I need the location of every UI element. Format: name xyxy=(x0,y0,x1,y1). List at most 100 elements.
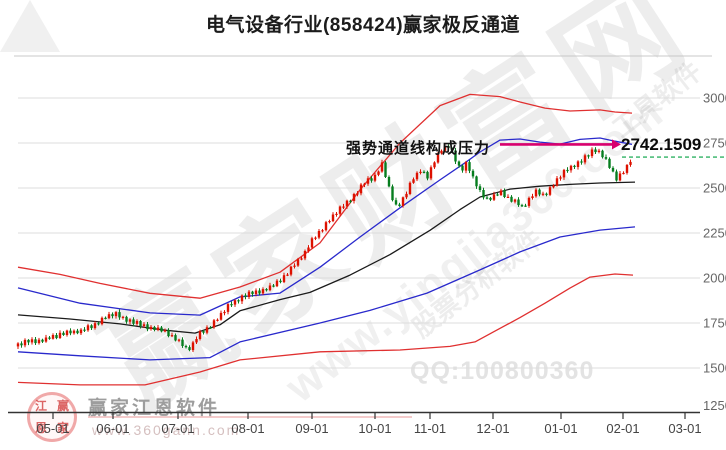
candle-body xyxy=(177,339,181,341)
y-tick-label: 1750 xyxy=(703,316,726,331)
candle-body xyxy=(429,167,433,179)
y-tick-label: 1500 xyxy=(703,361,726,376)
watermark-logo-triangle-icon xyxy=(0,0,60,52)
candle-body xyxy=(191,342,195,351)
resistance-price-label: 2742.1509 xyxy=(621,135,702,154)
candle-body xyxy=(450,148,454,151)
candle-body xyxy=(160,327,163,332)
candle-body xyxy=(468,162,471,171)
candle-body xyxy=(513,199,517,202)
candle-wick xyxy=(525,203,526,207)
candle-body xyxy=(62,332,65,335)
candle-body xyxy=(408,182,412,194)
candle-body xyxy=(608,158,611,168)
x-tick-label: 03-01 xyxy=(668,421,701,436)
candle-body xyxy=(331,214,335,222)
candle-body xyxy=(475,176,478,187)
candle-body xyxy=(366,178,370,184)
candle-body xyxy=(604,157,608,159)
candle-body xyxy=(615,171,618,181)
upper-red-channel xyxy=(17,93,633,299)
candle-body xyxy=(622,172,625,175)
candle-body xyxy=(254,290,258,295)
candle-body xyxy=(251,291,254,295)
candle-body xyxy=(496,194,499,196)
candle-body xyxy=(597,150,601,152)
candle-body xyxy=(184,346,188,348)
candle-body xyxy=(384,162,387,177)
candle-body xyxy=(373,174,377,181)
candle-body xyxy=(562,169,566,178)
candle-body xyxy=(268,285,272,291)
candle-body xyxy=(230,304,233,306)
candle-body xyxy=(212,320,216,328)
candle-body xyxy=(611,167,615,172)
candle-body xyxy=(125,316,128,322)
candle-body xyxy=(576,161,580,167)
candle-body xyxy=(478,186,482,190)
candle-body xyxy=(457,161,461,166)
candle-body xyxy=(303,251,307,259)
candle-body xyxy=(258,290,261,294)
candle-body xyxy=(310,238,314,248)
x-tick-label: 07-01 xyxy=(161,421,194,436)
candle-body xyxy=(447,146,450,148)
candle-body xyxy=(482,190,485,198)
candle-body xyxy=(538,189,541,195)
candle-body xyxy=(314,237,317,239)
candle-body xyxy=(300,258,303,260)
candle-body xyxy=(440,150,443,154)
candle-body xyxy=(142,324,146,326)
watermark-software-name: 赢家江恩软件 xyxy=(88,398,221,419)
candle-body xyxy=(552,185,555,188)
candle-body xyxy=(573,165,576,167)
candle-body xyxy=(163,330,167,332)
candle-body xyxy=(23,339,27,346)
candle-body xyxy=(55,335,58,339)
candle-body xyxy=(377,171,380,175)
candle-wick xyxy=(623,171,624,175)
seal-char: 恩 xyxy=(34,421,47,435)
candle-body xyxy=(34,339,37,344)
candle-body xyxy=(580,161,583,163)
candle-body xyxy=(289,266,293,275)
candle-body xyxy=(237,300,240,302)
candle-body xyxy=(170,335,174,337)
candle-body xyxy=(349,200,352,202)
candle-body xyxy=(415,172,419,180)
candle-body xyxy=(240,295,244,302)
candle-wick xyxy=(287,273,288,277)
candle-body xyxy=(387,177,391,187)
candle-body xyxy=(352,194,356,201)
seal-char: 赢 xyxy=(56,399,69,413)
candle-body xyxy=(625,164,629,173)
candle-body xyxy=(559,177,562,179)
y-tick-label: 2500 xyxy=(703,181,726,196)
candle-body xyxy=(419,171,422,173)
candle-body xyxy=(363,183,366,185)
candle-body xyxy=(37,339,41,344)
candle-body xyxy=(146,324,149,330)
x-tick-label: 10-01 xyxy=(358,421,391,436)
candle-body xyxy=(541,193,545,195)
candle-body xyxy=(233,300,237,305)
candle-body xyxy=(226,304,230,312)
x-tick-label: 06-01 xyxy=(96,421,129,436)
candle-body xyxy=(503,190,506,197)
resistance-arrow-head-icon xyxy=(612,139,621,150)
x-tick-label: 12-01 xyxy=(476,421,509,436)
candle-body xyxy=(279,280,282,283)
candle-body xyxy=(20,343,23,346)
y-tick-label: 2750 xyxy=(703,136,726,151)
candle-body xyxy=(324,222,328,231)
candle-body xyxy=(489,197,492,200)
candle-body xyxy=(219,312,223,320)
candle-body xyxy=(422,171,426,173)
candle-body xyxy=(506,196,510,198)
candle-body xyxy=(594,149,597,152)
candle-wick xyxy=(364,182,365,188)
candle-body xyxy=(555,178,559,186)
candle-body xyxy=(520,205,524,207)
